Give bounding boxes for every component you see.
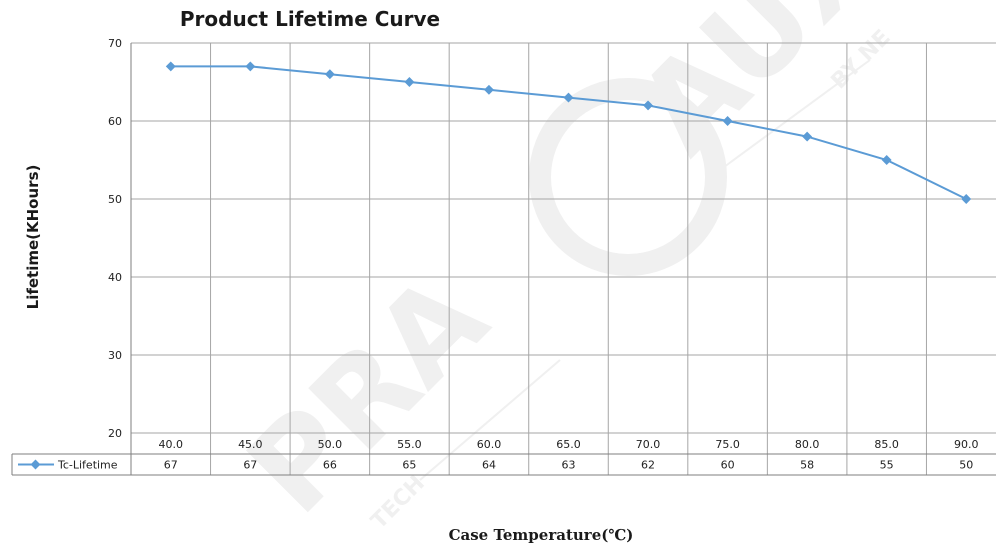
watermark-ring xyxy=(529,78,727,276)
y-tick-label: 70 xyxy=(108,37,122,50)
table-value-cell: 58 xyxy=(800,459,814,472)
table-value-cell: 62 xyxy=(641,459,655,472)
table-value-cell: 65 xyxy=(402,459,416,472)
y-tick-label: 50 xyxy=(108,193,122,206)
watermark-brand-prefix: PRA xyxy=(222,249,514,541)
data-point xyxy=(165,61,176,72)
data-point xyxy=(245,61,256,72)
y-tick-label: 40 xyxy=(108,271,122,284)
y-tick-label: 30 xyxy=(108,349,122,362)
x-tick-label: 60.0 xyxy=(477,438,502,451)
x-tick-label: 40.0 xyxy=(159,438,184,451)
watermark-line-top xyxy=(719,59,871,171)
y-axis-label: Lifetime(KHours) xyxy=(24,165,42,310)
x-axis-label: Case Temperature(℃) xyxy=(449,526,634,544)
data-point xyxy=(961,194,972,204)
x-tick-label: 55.0 xyxy=(397,438,422,451)
grid xyxy=(130,42,996,475)
data-point xyxy=(484,84,494,95)
x-tick-label: 75.0 xyxy=(715,438,740,451)
data-point xyxy=(324,69,335,80)
legend-label: Tc-Lifetime xyxy=(57,459,118,472)
x-tick-label: 65.0 xyxy=(556,438,581,451)
x-tick-label: 80.0 xyxy=(795,438,820,451)
legend-marker xyxy=(30,459,41,470)
table-value-cell: 64 xyxy=(482,459,496,472)
data-point xyxy=(404,77,415,87)
y-tick-labels: 20 30 40 50 60 70 xyxy=(108,37,122,440)
chart-title: Product Lifetime Curve xyxy=(180,7,440,31)
table-value-cell: 67 xyxy=(243,459,257,472)
data-table: 40.0 45.0 50.0 55.0 60.0 65.0 70.0 75.0 80.0 85.0… xyxy=(11,438,996,476)
data-point xyxy=(802,131,813,142)
table-value-cell: 60 xyxy=(721,459,735,472)
x-tick-label: 70.0 xyxy=(636,438,661,451)
series-tc-lifetime xyxy=(165,61,972,204)
table-value-cell: 55 xyxy=(880,459,894,472)
x-tick-label: 45.0 xyxy=(238,438,263,451)
data-point xyxy=(881,155,892,165)
watermark-line-bottom xyxy=(419,359,561,481)
y-tick-label: 20 xyxy=(108,427,122,440)
y-tick-label: 60 xyxy=(108,115,122,128)
table-value-cell: 66 xyxy=(323,459,337,472)
data-point xyxy=(722,116,733,126)
x-tick-label: 85.0 xyxy=(874,438,899,451)
data-point xyxy=(643,100,653,111)
watermark-brand: AUXIS xyxy=(612,0,996,181)
table-value-cell: 63 xyxy=(562,459,576,472)
table-value-cell: 67 xyxy=(164,459,178,472)
x-tick-label: 50.0 xyxy=(318,438,343,451)
data-point xyxy=(563,92,574,103)
table-value-cell: 50 xyxy=(959,459,973,472)
x-tick-label: 90.0 xyxy=(954,438,979,451)
